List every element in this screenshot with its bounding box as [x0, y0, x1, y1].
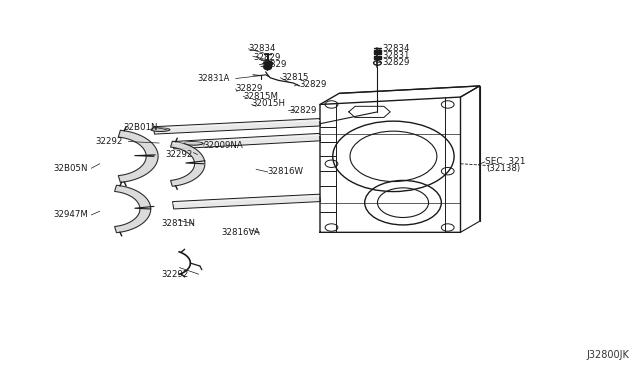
Text: 32829: 32829: [299, 80, 326, 89]
Text: 32009NA: 32009NA: [204, 141, 244, 150]
Circle shape: [265, 61, 273, 66]
Polygon shape: [173, 134, 321, 149]
Text: 32B05N: 32B05N: [53, 164, 88, 173]
Text: 32829: 32829: [383, 58, 410, 67]
Text: 32831: 32831: [383, 51, 410, 60]
Text: 32829: 32829: [253, 52, 280, 61]
Text: 32B01N: 32B01N: [124, 123, 158, 132]
Polygon shape: [173, 194, 321, 209]
Polygon shape: [118, 130, 158, 182]
Text: 32292: 32292: [95, 137, 123, 146]
Text: 32015H: 32015H: [252, 99, 285, 108]
Text: 32829: 32829: [289, 106, 317, 115]
Polygon shape: [154, 119, 321, 134]
Text: 32816W: 32816W: [268, 167, 303, 176]
Text: 32292: 32292: [166, 150, 193, 159]
Text: 32292: 32292: [162, 270, 189, 279]
Bar: [374, 55, 381, 59]
Text: 32831A: 32831A: [197, 74, 230, 83]
Ellipse shape: [184, 142, 203, 145]
Polygon shape: [170, 141, 205, 186]
Text: SEC. 321: SEC. 321: [484, 157, 525, 166]
Text: 32834: 32834: [383, 44, 410, 53]
Polygon shape: [115, 185, 151, 233]
Text: 32815M: 32815M: [243, 92, 278, 101]
Ellipse shape: [151, 128, 170, 131]
Text: 32834: 32834: [248, 44, 276, 53]
Circle shape: [264, 65, 271, 70]
Bar: [374, 50, 381, 54]
Text: 32947M: 32947M: [53, 211, 88, 219]
Text: J32800JK: J32800JK: [587, 350, 630, 360]
Text: 32816VA: 32816VA: [221, 228, 260, 237]
Text: (32138): (32138): [486, 164, 520, 173]
Text: 32829: 32829: [236, 84, 263, 93]
Text: 32811N: 32811N: [162, 219, 196, 228]
Text: 32815: 32815: [282, 73, 309, 82]
Text: 32829: 32829: [259, 60, 287, 69]
